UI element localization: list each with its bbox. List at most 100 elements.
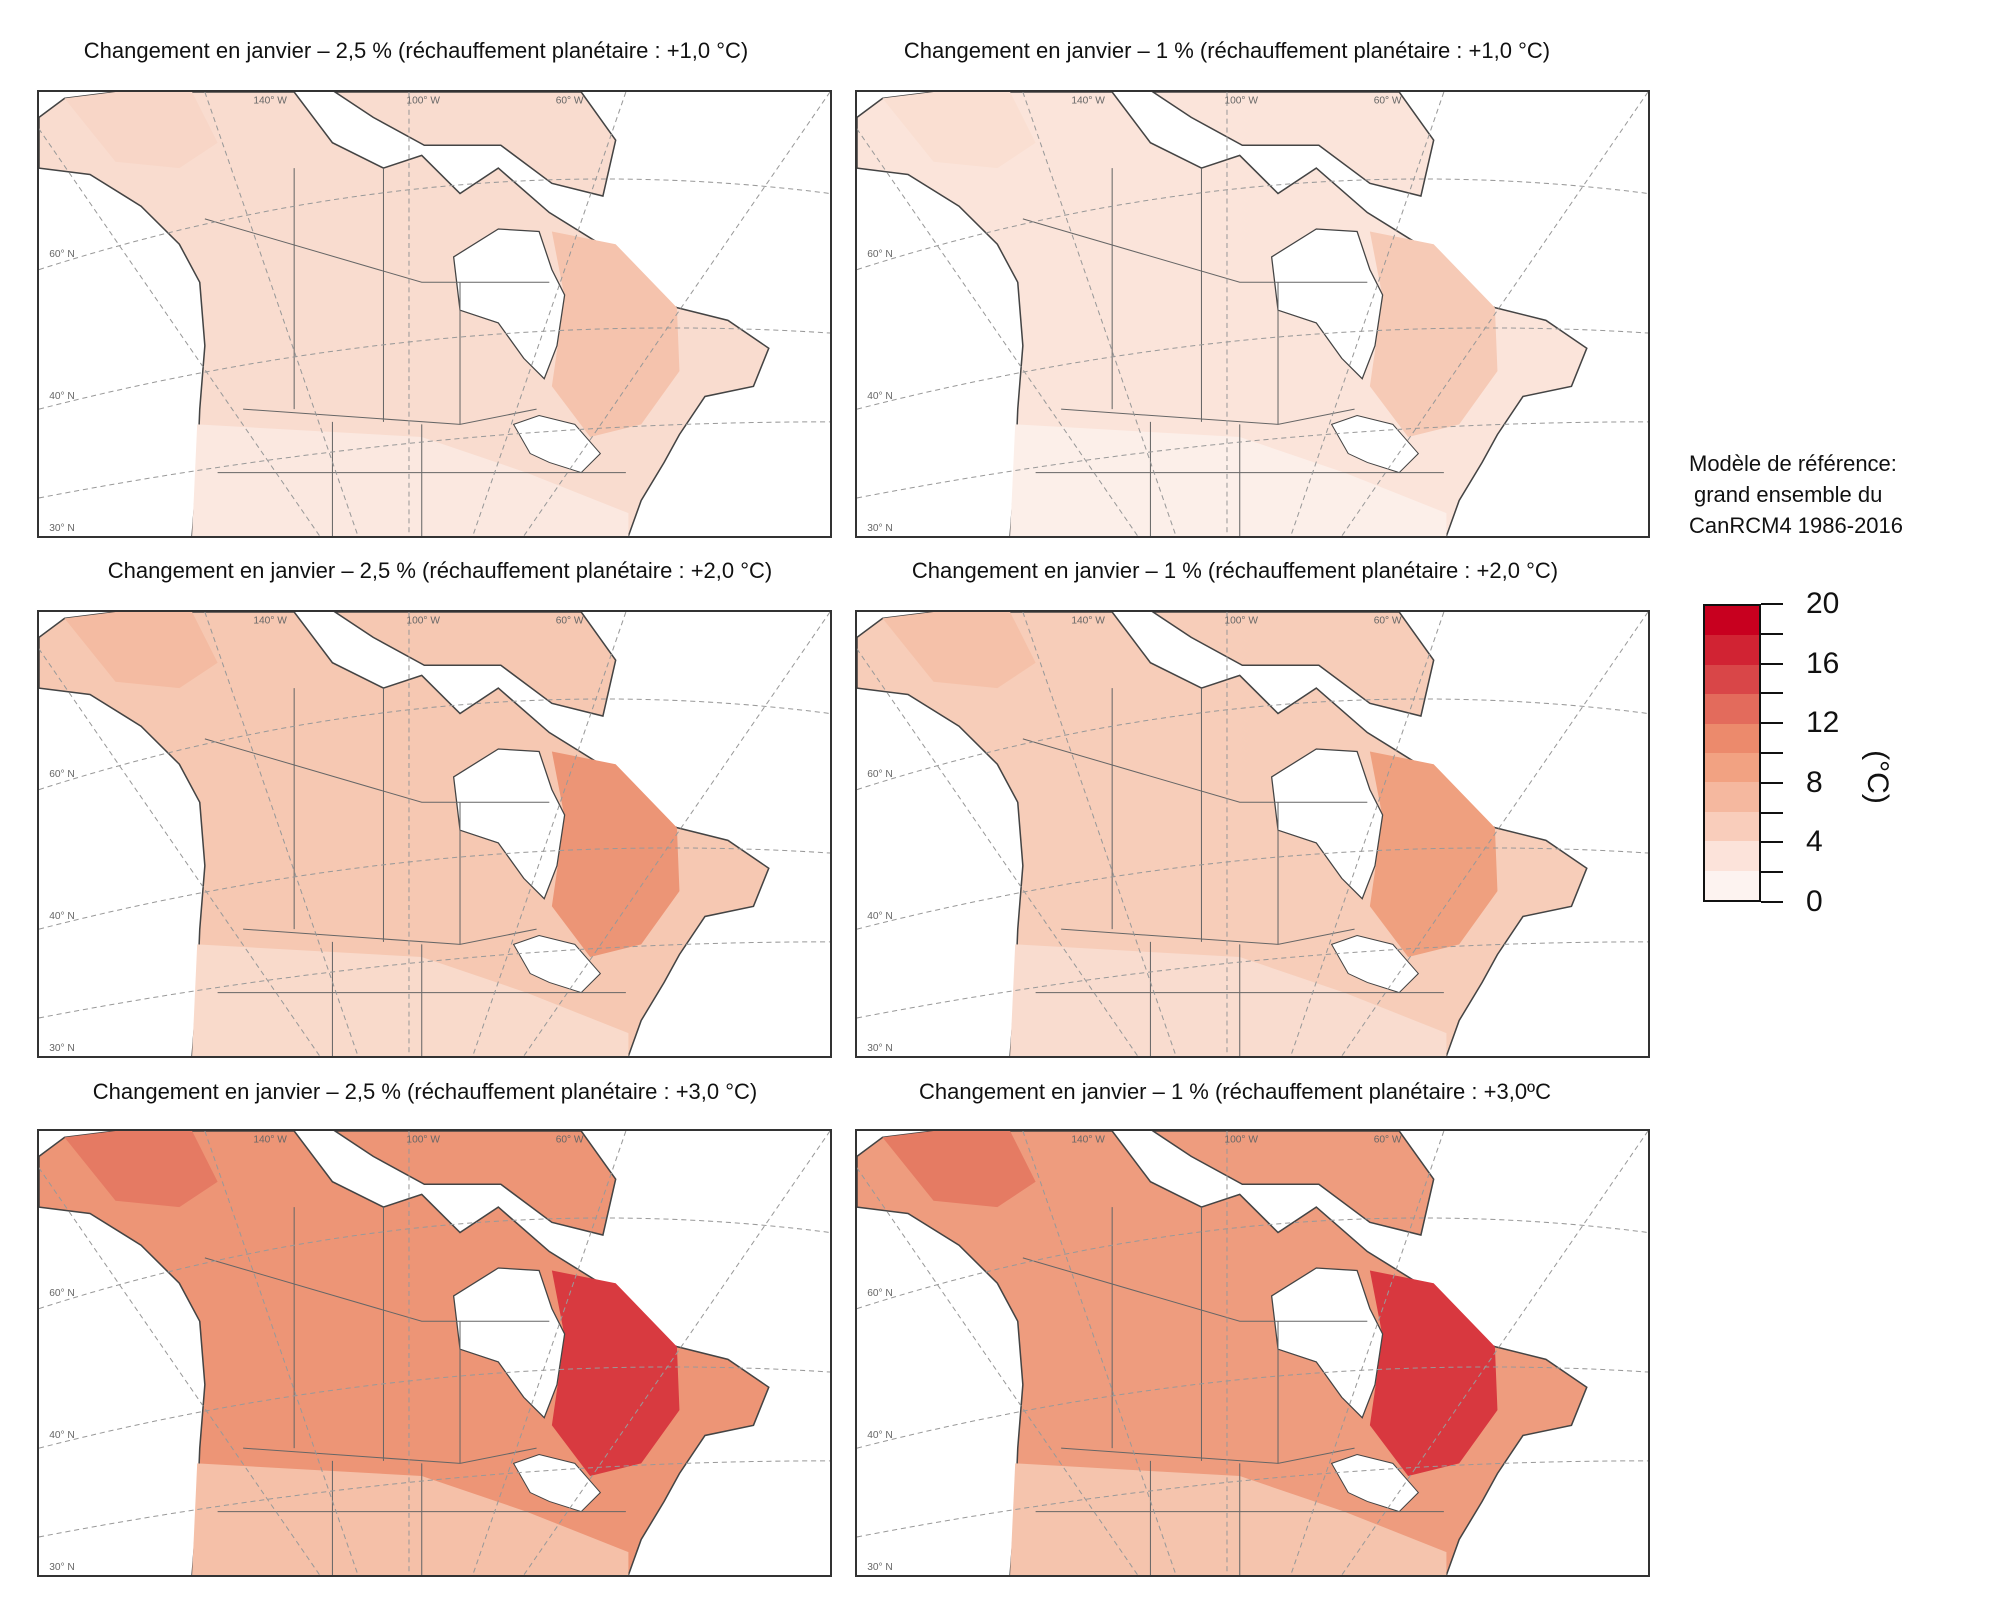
hudson-bay bbox=[1270, 228, 1384, 380]
colorbar-segment bbox=[1705, 841, 1759, 871]
lon-label: 100° W bbox=[1224, 95, 1258, 106]
arctic-islands bbox=[333, 612, 617, 717]
parallel bbox=[857, 1460, 1648, 1538]
colorbar-tick bbox=[1761, 752, 1783, 754]
lat-label: 60° N bbox=[49, 1288, 75, 1299]
map-panel: 140° W 100° W 60° W 60° N 40° N 30° N bbox=[855, 610, 1650, 1058]
lon-label: 60° W bbox=[556, 615, 584, 626]
parallel bbox=[857, 421, 1648, 499]
region-east bbox=[551, 751, 680, 958]
hudson-bay bbox=[452, 228, 566, 380]
panel-title: Changement en janvier – 1 % (réchauffeme… bbox=[919, 1079, 1551, 1104]
lon-label: 60° W bbox=[556, 1134, 584, 1145]
legend-title-line: grand ensemble du bbox=[1694, 482, 1883, 507]
parallel bbox=[857, 1366, 1648, 1449]
parallel bbox=[39, 421, 830, 499]
map: 140° W 100° W 60° W 60° N 40° N 30° N bbox=[39, 1131, 830, 1575]
lon-label: 100° W bbox=[406, 95, 440, 106]
parallel bbox=[857, 1217, 1648, 1310]
lat-label: 40° N bbox=[49, 391, 75, 402]
region-north bbox=[882, 1131, 1036, 1208]
parallel bbox=[857, 178, 1648, 271]
map: 140° W 100° W 60° W 60° N 40° N 30° N bbox=[857, 92, 1648, 536]
colorbar-tick bbox=[1761, 662, 1783, 665]
region-east bbox=[551, 231, 680, 438]
colorbar-segment bbox=[1705, 723, 1759, 753]
region-north bbox=[64, 1131, 218, 1208]
meridian bbox=[472, 1131, 627, 1575]
colorbar-segment bbox=[1705, 664, 1759, 695]
lat-label: 40° N bbox=[867, 911, 893, 922]
meridian bbox=[1341, 1131, 1648, 1575]
region-north bbox=[64, 92, 218, 169]
lat-label: 30° N bbox=[49, 1562, 75, 1573]
lon-label: 100° W bbox=[406, 615, 440, 626]
lon-label: 140° W bbox=[253, 1134, 287, 1145]
great-lakes bbox=[1330, 1453, 1420, 1513]
colorbar-tick-label: 16 bbox=[1806, 646, 1840, 680]
lat-label: 60° N bbox=[49, 249, 75, 260]
region-south bbox=[192, 424, 629, 536]
border-line bbox=[1022, 688, 1444, 1056]
parallel bbox=[857, 941, 1648, 1019]
border-line bbox=[1022, 1207, 1444, 1575]
parallel bbox=[39, 327, 830, 410]
border-line bbox=[1022, 168, 1444, 536]
arctic-islands bbox=[1151, 612, 1435, 717]
region-south bbox=[1010, 424, 1447, 536]
great-lakes bbox=[512, 1453, 602, 1513]
region-north bbox=[64, 612, 218, 689]
colorbar-tick-label: 0 bbox=[1806, 885, 1823, 918]
map-panel: 140° W 100° W 60° W 60° N 40° N 30° N bbox=[855, 90, 1650, 538]
parallel bbox=[857, 698, 1648, 791]
colorbar bbox=[1703, 604, 1761, 902]
lon-label: 60° W bbox=[1374, 95, 1402, 106]
border-line bbox=[204, 688, 626, 1056]
border-line bbox=[204, 1207, 626, 1575]
meridian bbox=[1290, 612, 1445, 1056]
colorbar-segment bbox=[1705, 635, 1759, 665]
region-south bbox=[192, 1463, 629, 1575]
parallel bbox=[39, 1366, 830, 1449]
meridian bbox=[204, 92, 359, 536]
region-north bbox=[882, 612, 1036, 689]
arctic-islands bbox=[1151, 1131, 1435, 1236]
parallel bbox=[39, 698, 830, 791]
colorbar-segment bbox=[1705, 811, 1759, 842]
meridian bbox=[472, 612, 627, 1056]
colorbar-segment bbox=[1705, 752, 1759, 783]
panel-title: Changement en janvier – 1 % (réchauffeme… bbox=[903, 38, 1551, 63]
colorbar-tick bbox=[1761, 871, 1783, 874]
colorbar-segment bbox=[1705, 870, 1759, 900]
lat-label: 30° N bbox=[867, 1562, 893, 1573]
hudson-bay bbox=[452, 1267, 566, 1419]
lat-label: 30° N bbox=[867, 1043, 893, 1054]
lat-label: 30° N bbox=[867, 523, 893, 534]
lon-label: 100° W bbox=[1224, 615, 1258, 626]
colorbar-tick bbox=[1761, 841, 1783, 844]
colorbar-tick-label: 8 bbox=[1806, 765, 1823, 799]
meridian bbox=[39, 648, 321, 1056]
parallel bbox=[39, 941, 830, 1019]
parallel bbox=[857, 847, 1648, 930]
parallel bbox=[857, 327, 1648, 410]
lat-label: 40° N bbox=[49, 911, 75, 922]
panel-title: Changement en janvier – 2,5 % (réchauffe… bbox=[83, 38, 749, 63]
meridian bbox=[1022, 1131, 1177, 1575]
colorbar-tick-label: 4 bbox=[1806, 825, 1823, 859]
meridian bbox=[1022, 92, 1177, 536]
lon-label: 140° W bbox=[253, 615, 287, 626]
parallel bbox=[39, 847, 830, 930]
colorbar-segment bbox=[1705, 605, 1759, 636]
meridian bbox=[1022, 612, 1177, 1056]
map-panel: 140° W 100° W 60° W 60° N 40° N 30° N bbox=[37, 610, 832, 1058]
lon-label: 140° W bbox=[1071, 95, 1105, 106]
lat-label: 40° N bbox=[867, 391, 893, 402]
lat-label: 60° N bbox=[867, 1288, 893, 1299]
region-north bbox=[882, 92, 1036, 169]
lat-label: 40° N bbox=[867, 1430, 893, 1441]
meridian bbox=[857, 648, 1139, 1056]
map: 140° W 100° W 60° W 60° N 40° N 30° N bbox=[39, 612, 830, 1056]
panel-title: Changement en janvier – 1 % (réchauffeme… bbox=[911, 558, 1559, 583]
meridian bbox=[39, 1167, 321, 1575]
